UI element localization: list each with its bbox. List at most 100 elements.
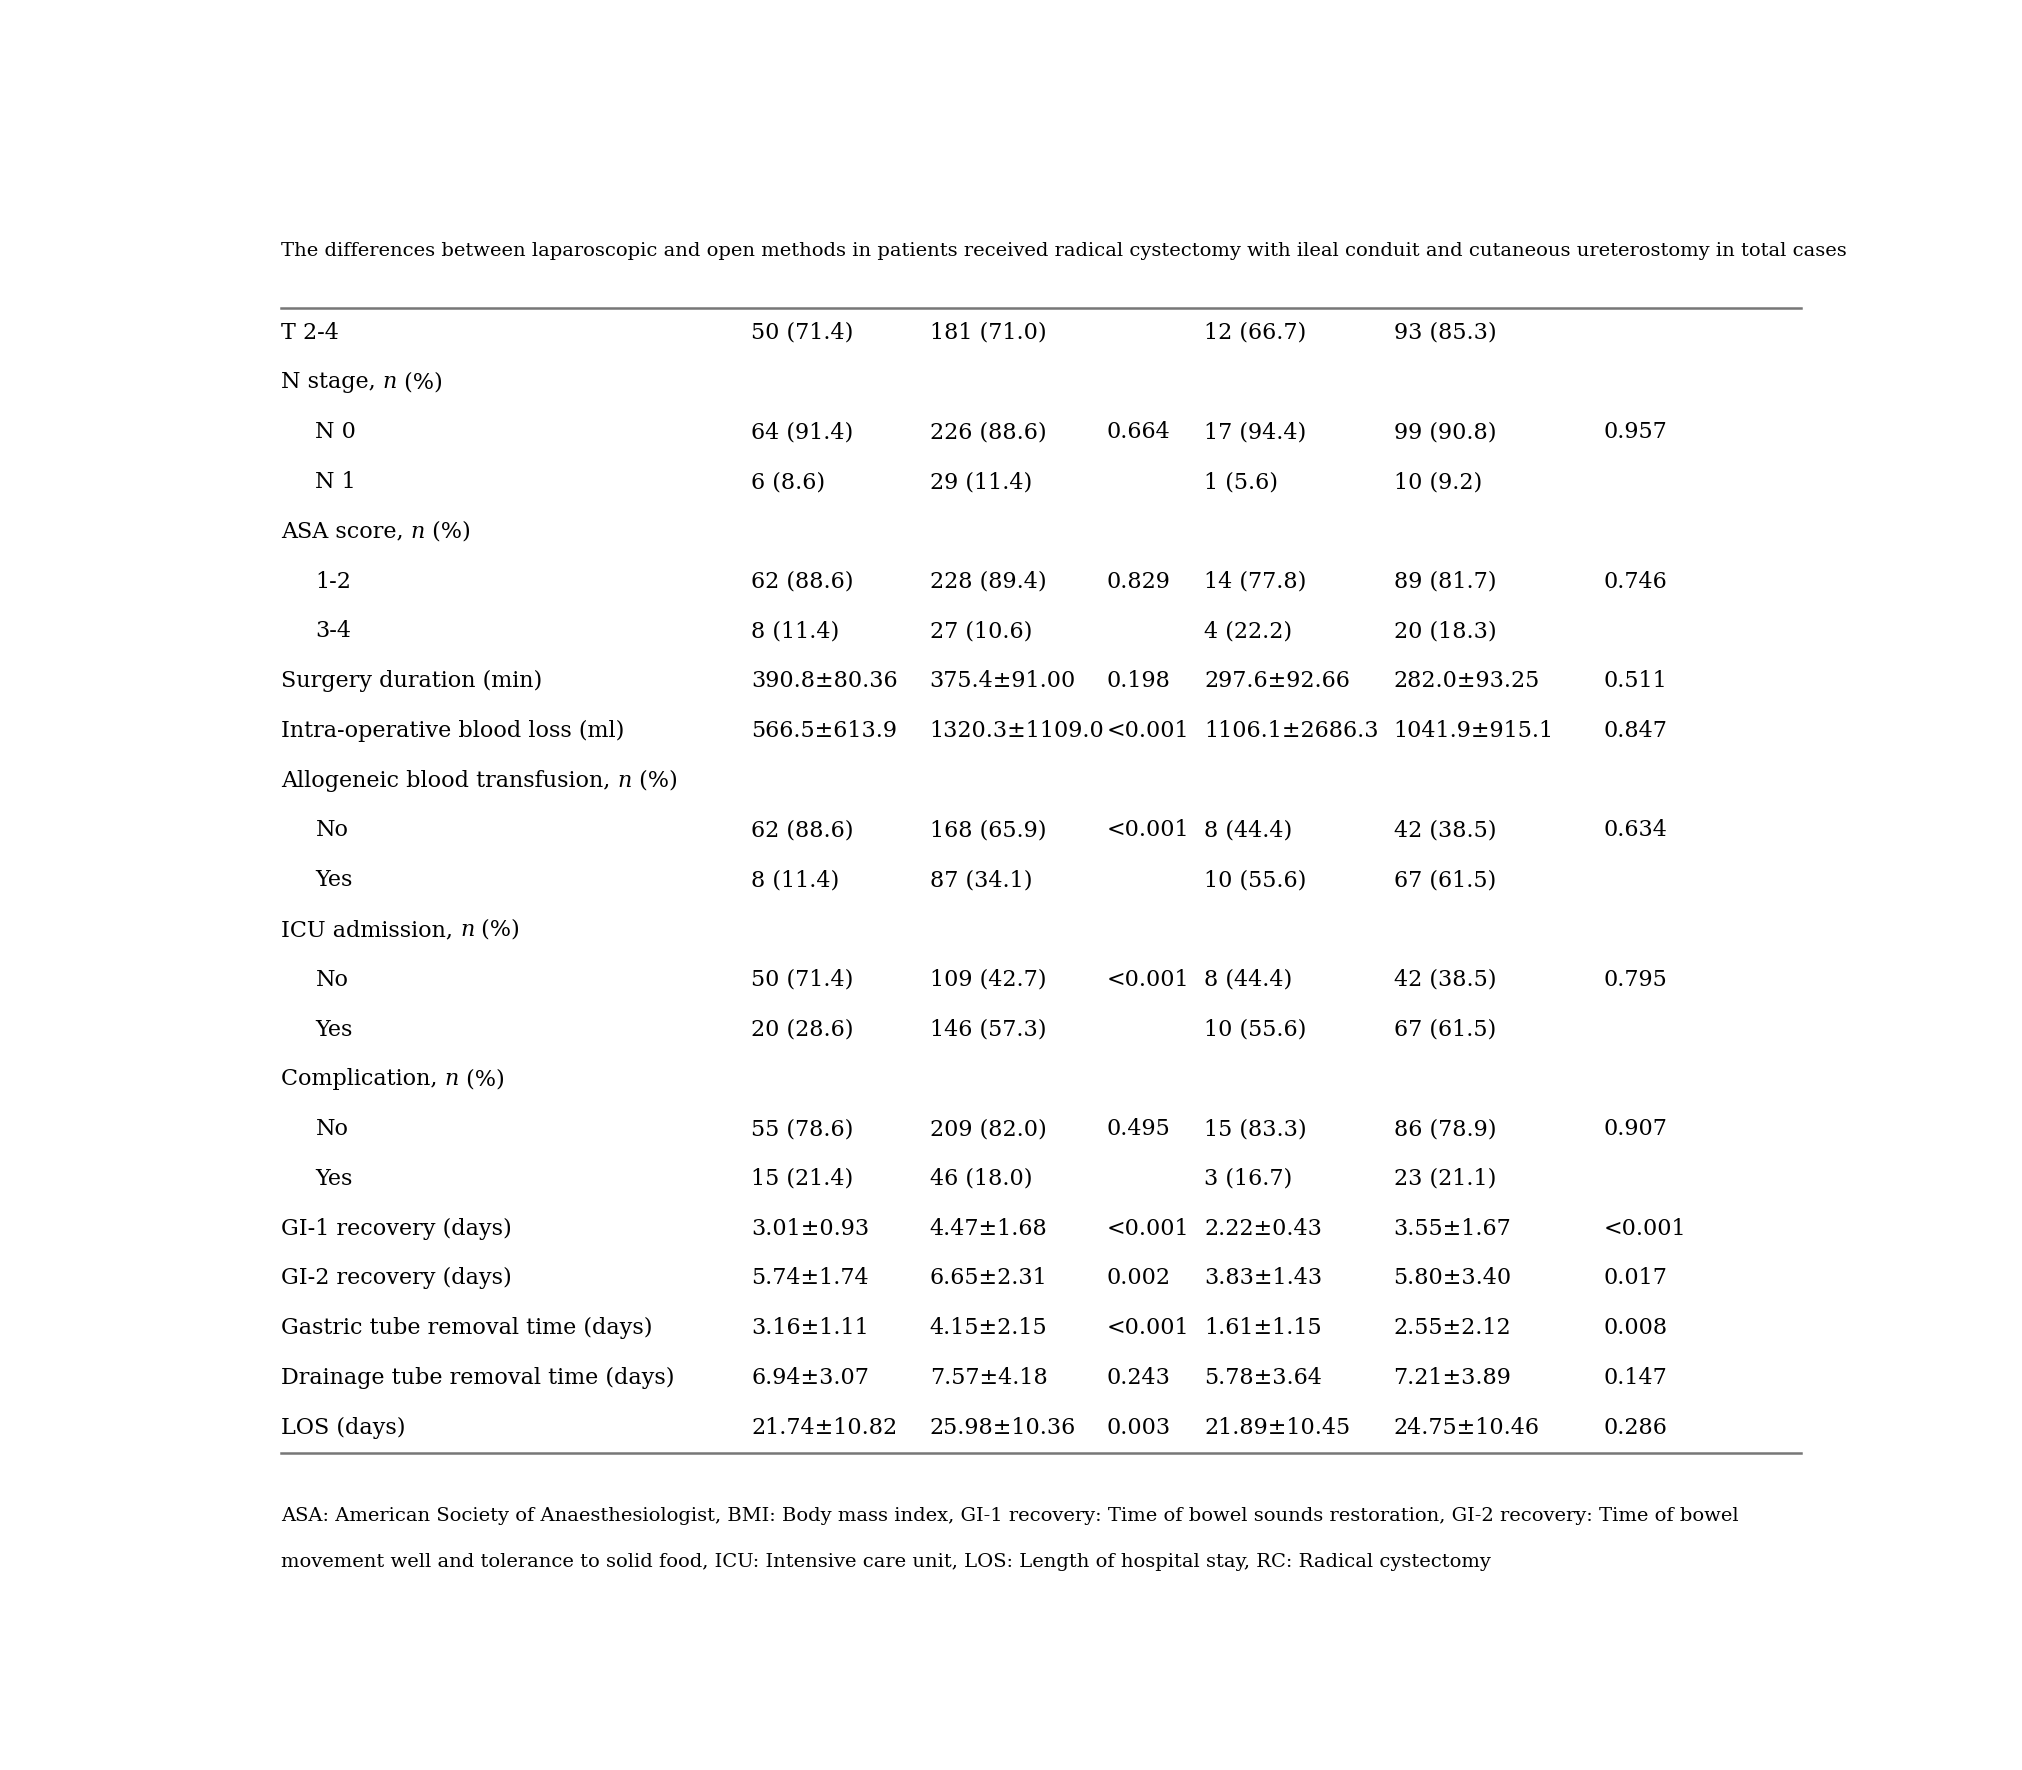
Text: No: No	[315, 1119, 348, 1140]
Text: 64 (91.4): 64 (91.4)	[750, 421, 853, 442]
Text: 15 (21.4): 15 (21.4)	[750, 1168, 853, 1189]
Text: 0.664: 0.664	[1106, 421, 1171, 442]
Text: Gastric tube removal time (days): Gastric tube removal time (days)	[281, 1317, 653, 1340]
Text: 1320.3±1109.0: 1320.3±1109.0	[930, 720, 1104, 742]
Text: 0.957: 0.957	[1603, 421, 1668, 442]
Text: n: n	[617, 770, 631, 791]
Text: No: No	[315, 968, 348, 991]
Text: 89 (81.7): 89 (81.7)	[1393, 570, 1496, 593]
Text: 6.94±3.07: 6.94±3.07	[750, 1366, 869, 1389]
Text: 3.55±1.67: 3.55±1.67	[1393, 1218, 1510, 1239]
Text: 86 (78.9): 86 (78.9)	[1393, 1119, 1496, 1140]
Text: 1.61±1.15: 1.61±1.15	[1203, 1317, 1322, 1340]
Text: 10 (55.6): 10 (55.6)	[1203, 869, 1306, 892]
Text: 3.01±0.93: 3.01±0.93	[750, 1218, 869, 1239]
Text: 0.002: 0.002	[1106, 1267, 1171, 1289]
Text: (%): (%)	[396, 372, 443, 393]
Text: 3 (16.7): 3 (16.7)	[1203, 1168, 1292, 1189]
Text: 0.017: 0.017	[1603, 1267, 1668, 1289]
Text: n: n	[445, 1069, 459, 1090]
Text: 10 (9.2): 10 (9.2)	[1393, 471, 1482, 494]
Text: 12 (66.7): 12 (66.7)	[1203, 322, 1306, 343]
Text: 146 (57.3): 146 (57.3)	[930, 1018, 1045, 1041]
Text: 0.198: 0.198	[1106, 671, 1171, 692]
Text: 8 (44.4): 8 (44.4)	[1203, 968, 1292, 991]
Text: 297.6±92.66: 297.6±92.66	[1203, 671, 1351, 692]
Text: 99 (90.8): 99 (90.8)	[1393, 421, 1496, 442]
Text: GI-1 recovery (days): GI-1 recovery (days)	[281, 1218, 512, 1239]
Text: Complication,: Complication,	[281, 1069, 445, 1090]
Text: <0.001: <0.001	[1603, 1218, 1686, 1239]
Text: 0.746: 0.746	[1603, 570, 1668, 593]
Text: N 1: N 1	[315, 471, 356, 494]
Text: 0.286: 0.286	[1603, 1416, 1668, 1439]
Text: 42 (38.5): 42 (38.5)	[1393, 968, 1496, 991]
Text: 566.5±613.9: 566.5±613.9	[750, 720, 898, 742]
Text: 1106.1±2686.3: 1106.1±2686.3	[1203, 720, 1379, 742]
Text: movement well and tolerance to solid food, ICU: Intensive care unit, LOS: Length: movement well and tolerance to solid foo…	[281, 1554, 1490, 1572]
Text: 5.78±3.64: 5.78±3.64	[1203, 1366, 1322, 1389]
Text: 226 (88.6): 226 (88.6)	[930, 421, 1045, 442]
Text: 1-2: 1-2	[315, 570, 352, 593]
Text: 4.47±1.68: 4.47±1.68	[930, 1218, 1047, 1239]
Text: ICU admission,: ICU admission,	[281, 919, 461, 942]
Text: (%): (%)	[459, 1069, 506, 1090]
Text: Surgery duration (min): Surgery duration (min)	[281, 671, 542, 692]
Text: (%): (%)	[631, 770, 677, 791]
Text: 21.74±10.82: 21.74±10.82	[750, 1416, 898, 1439]
Text: 6 (8.6): 6 (8.6)	[750, 471, 825, 494]
Text: 23 (21.1): 23 (21.1)	[1393, 1168, 1496, 1189]
Text: 2.55±2.12: 2.55±2.12	[1393, 1317, 1510, 1340]
Text: 209 (82.0): 209 (82.0)	[930, 1119, 1047, 1140]
Text: 0.003: 0.003	[1106, 1416, 1171, 1439]
Text: 0.907: 0.907	[1603, 1119, 1668, 1140]
Text: 228 (89.4): 228 (89.4)	[930, 570, 1045, 593]
Text: 0.495: 0.495	[1106, 1119, 1171, 1140]
Text: 62 (88.6): 62 (88.6)	[750, 820, 853, 841]
Text: 0.243: 0.243	[1106, 1366, 1171, 1389]
Text: 10 (55.6): 10 (55.6)	[1203, 1018, 1306, 1041]
Text: 0.147: 0.147	[1603, 1366, 1668, 1389]
Text: 8 (11.4): 8 (11.4)	[750, 620, 839, 643]
Text: <0.001: <0.001	[1106, 1317, 1189, 1340]
Text: 1 (5.6): 1 (5.6)	[1203, 471, 1278, 494]
Text: 20 (28.6): 20 (28.6)	[750, 1018, 853, 1041]
Text: 24.75±10.46: 24.75±10.46	[1393, 1416, 1539, 1439]
Text: 6.65±2.31: 6.65±2.31	[930, 1267, 1047, 1289]
Text: (%): (%)	[475, 919, 520, 942]
Text: 0.511: 0.511	[1603, 671, 1668, 692]
Text: 93 (85.3): 93 (85.3)	[1393, 322, 1496, 343]
Text: 3.83±1.43: 3.83±1.43	[1203, 1267, 1322, 1289]
Text: 0.847: 0.847	[1603, 720, 1668, 742]
Text: 0.795: 0.795	[1603, 968, 1668, 991]
Text: Yes: Yes	[315, 1168, 352, 1189]
Text: The differences between laparoscopic and open methods in patients received radic: The differences between laparoscopic and…	[281, 242, 1846, 260]
Text: 67 (61.5): 67 (61.5)	[1393, 1018, 1496, 1041]
Text: Yes: Yes	[315, 869, 352, 892]
Text: LOS (days): LOS (days)	[281, 1416, 406, 1439]
Text: Intra-operative blood loss (ml): Intra-operative blood loss (ml)	[281, 720, 625, 742]
Text: <0.001: <0.001	[1106, 820, 1189, 841]
Text: Yes: Yes	[315, 1018, 352, 1041]
Text: 282.0±93.25: 282.0±93.25	[1393, 671, 1541, 692]
Text: No: No	[315, 820, 348, 841]
Text: 5.80±3.40: 5.80±3.40	[1393, 1267, 1512, 1289]
Text: n: n	[382, 372, 396, 393]
Text: 67 (61.5): 67 (61.5)	[1393, 869, 1496, 892]
Text: 14 (77.8): 14 (77.8)	[1203, 570, 1306, 593]
Text: 181 (71.0): 181 (71.0)	[930, 322, 1045, 343]
Text: N 0: N 0	[315, 421, 356, 442]
Text: 0.634: 0.634	[1603, 820, 1668, 841]
Text: 50 (71.4): 50 (71.4)	[750, 968, 853, 991]
Text: 46 (18.0): 46 (18.0)	[930, 1168, 1031, 1189]
Text: 87 (34.1): 87 (34.1)	[930, 869, 1031, 892]
Text: 109 (42.7): 109 (42.7)	[930, 968, 1045, 991]
Text: 2.22±0.43: 2.22±0.43	[1203, 1218, 1322, 1239]
Text: 8 (44.4): 8 (44.4)	[1203, 820, 1292, 841]
Text: 42 (38.5): 42 (38.5)	[1393, 820, 1496, 841]
Text: 0.829: 0.829	[1106, 570, 1171, 593]
Text: Drainage tube removal time (days): Drainage tube removal time (days)	[281, 1366, 675, 1389]
Text: 27 (10.6): 27 (10.6)	[930, 620, 1031, 643]
Text: 390.8±80.36: 390.8±80.36	[750, 671, 898, 692]
Text: 1041.9±915.1: 1041.9±915.1	[1393, 720, 1553, 742]
